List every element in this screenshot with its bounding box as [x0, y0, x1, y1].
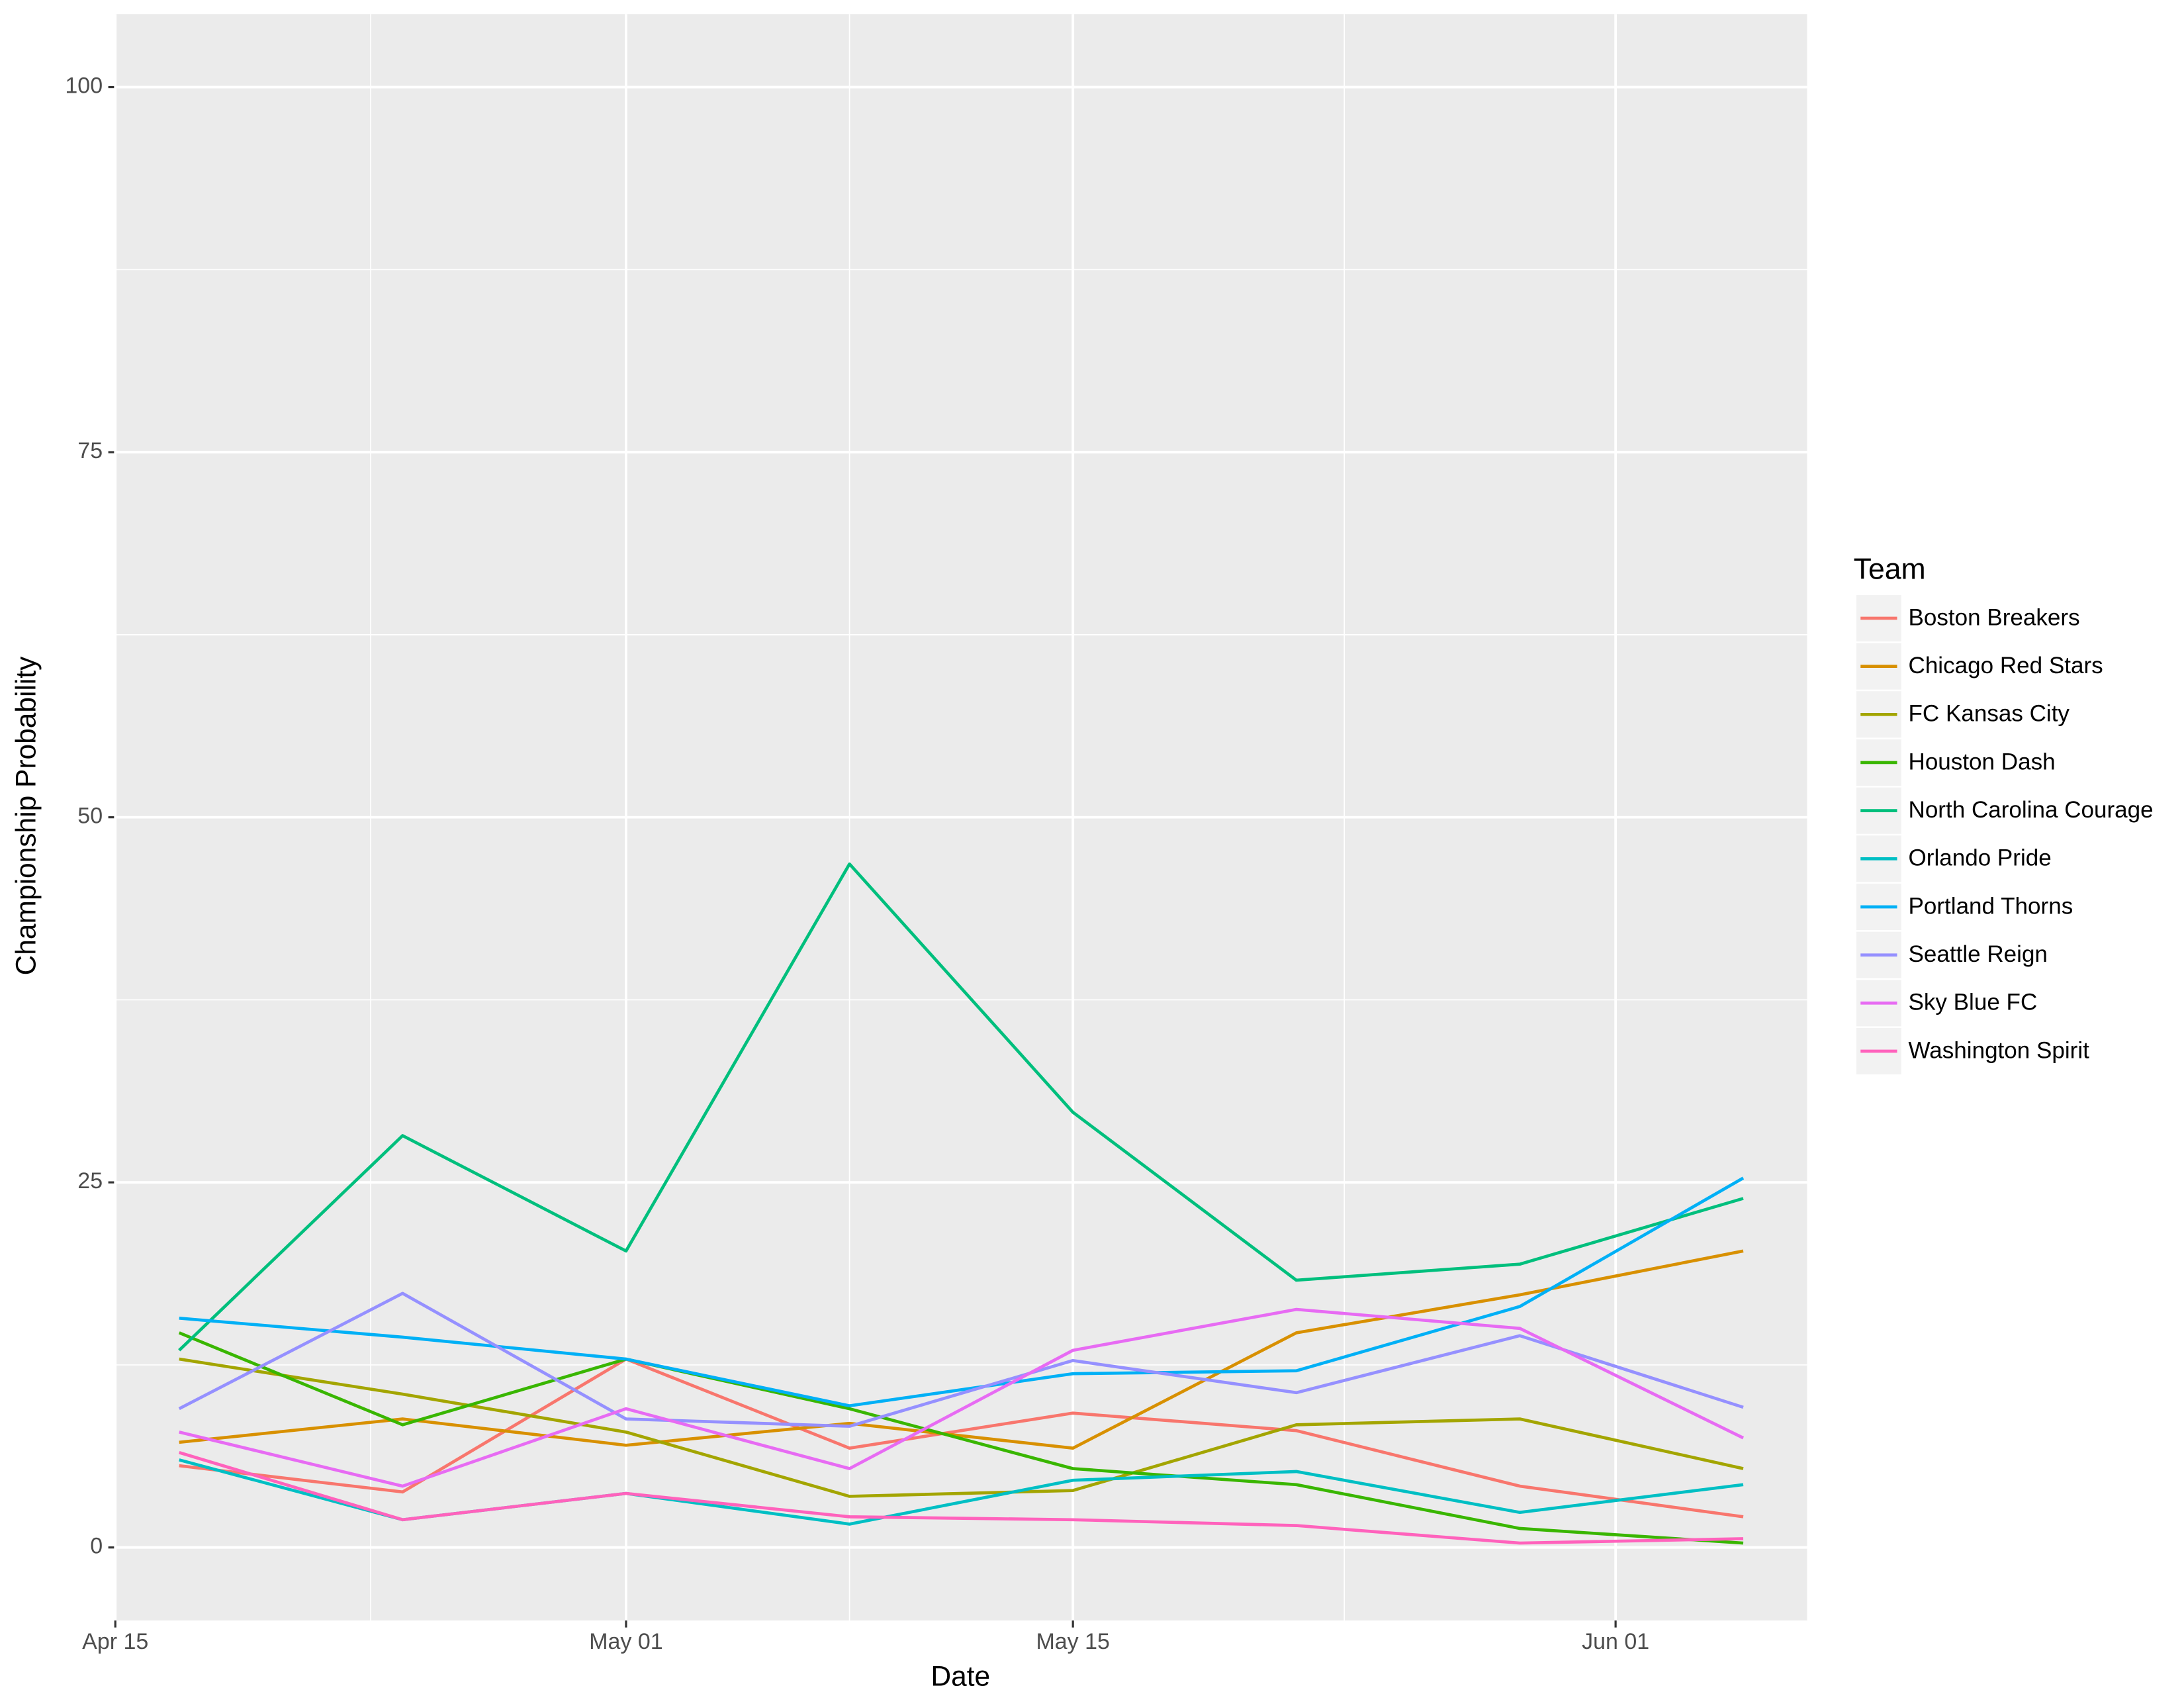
y-tick-label: 0	[90, 1534, 103, 1559]
y-tick-label: 100	[65, 73, 103, 99]
series-line	[179, 1249, 1744, 1450]
x-tick-label: Apr 15	[82, 1629, 148, 1654]
series-line	[179, 1176, 1745, 1408]
legend-label: Sky Blue FC	[1909, 990, 2038, 1015]
legend-title: Team	[1854, 553, 1926, 586]
legend-label: Seattle Reign	[1909, 941, 2048, 967]
legend-label: Orlando Pride	[1909, 845, 2052, 871]
series-line	[179, 1357, 1744, 1519]
legend-label: Houston Dash	[1909, 749, 2056, 774]
x-tick-label: Jun 01	[1582, 1629, 1649, 1654]
x-tick-label: May 15	[1036, 1629, 1109, 1654]
series-line	[179, 1451, 1744, 1545]
legend-label: Boston Breakers	[1909, 604, 2080, 630]
x-axis-title: Date	[931, 1661, 990, 1688]
series-line	[179, 1307, 1745, 1488]
y-tick-label: 75	[77, 438, 103, 463]
y-tick-label: 25	[77, 1168, 103, 1194]
legend-label: FC Kansas City	[1909, 701, 2070, 727]
legend-label: Chicago Red Stars	[1909, 653, 2103, 679]
legend-label: Portland Thorns	[1909, 893, 2073, 919]
series-line	[179, 1357, 1744, 1498]
series-line	[178, 1331, 1744, 1545]
y-tick-label: 50	[77, 804, 103, 829]
x-tick-label: May 01	[589, 1629, 662, 1654]
series-line	[178, 1291, 1744, 1428]
y-axis-title: Championship Probability	[11, 656, 42, 976]
legend-label: North Carolina Courage	[1909, 797, 2154, 823]
legend-label: Washington Spirit	[1909, 1037, 2090, 1063]
series-line	[178, 862, 1744, 1352]
